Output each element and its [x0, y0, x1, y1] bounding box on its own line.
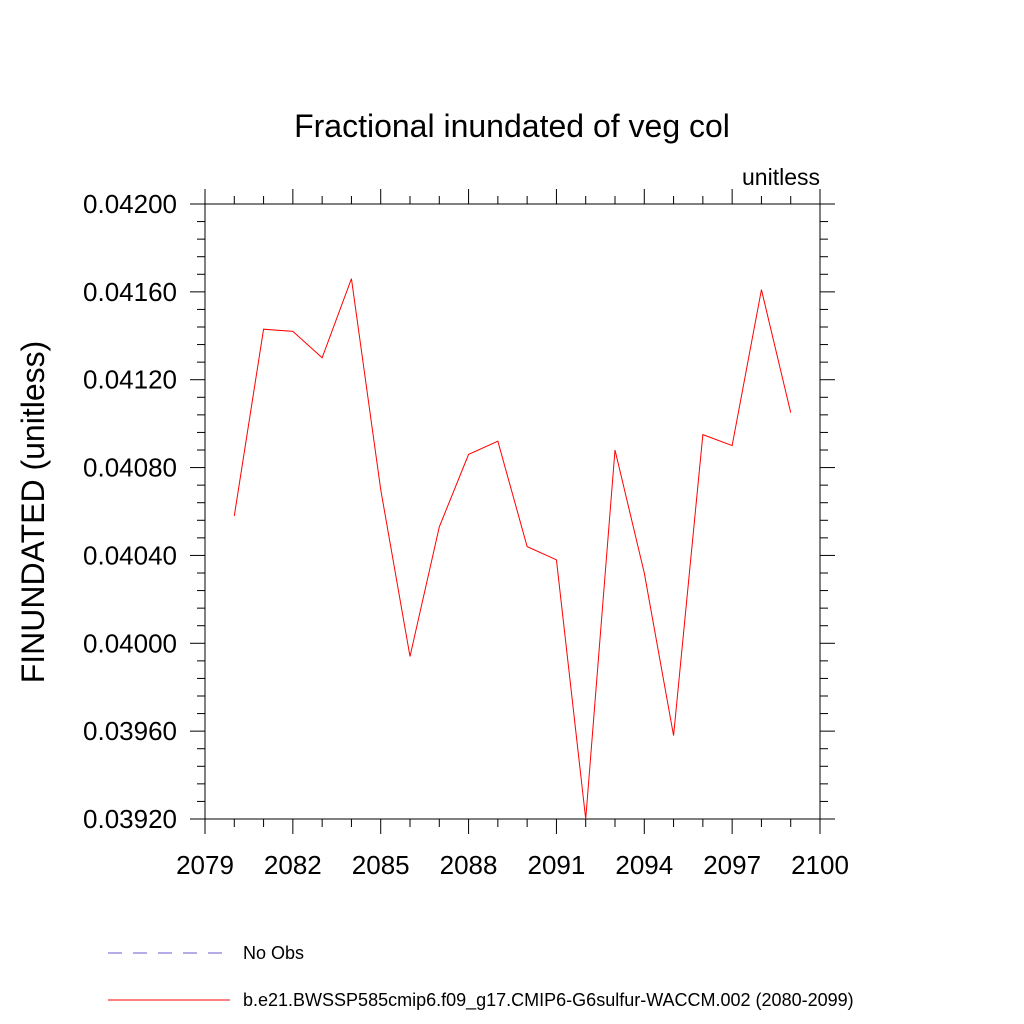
y-tick-label: 0.04040: [83, 540, 177, 570]
y-tick-label: 0.04200: [83, 189, 177, 219]
y-tick-label: 0.03920: [83, 804, 177, 834]
x-tick-label: 2085: [352, 850, 410, 880]
plot-frame: [204, 203, 821, 820]
y-tick-label: 0.04080: [83, 453, 177, 483]
x-tick-label: 2097: [703, 850, 761, 880]
x-tick-label: 2082: [264, 850, 322, 880]
y-tick-label: 0.04120: [83, 365, 177, 395]
y-tick-label: 0.04160: [83, 277, 177, 307]
x-tick-label: 2091: [528, 850, 586, 880]
axis-tick-labels: 2079 2082 2085 2088 2091 2094 2097 2100 0.03920 0…: [83, 189, 849, 880]
x-tick-label: 2088: [440, 850, 498, 880]
x-tick-label: 2079: [176, 850, 234, 880]
chart-title: Fractional inundated of veg col: [294, 108, 730, 144]
legend: No Obs b.e21.BWSSP585cmip6.f09_g17.CMIP6-…: [108, 943, 854, 1011]
series-layer: [233, 278, 792, 820]
series-line: [233, 278, 792, 820]
y-tick-label: 0.04000: [83, 628, 177, 658]
y-tick-label: 0.03960: [83, 716, 177, 746]
x-tick-label: 2100: [791, 850, 849, 880]
legend-label: b.e21.BWSSP585cmip6.f09_g17.CMIP6-G6sulf…: [243, 990, 854, 1011]
x-tick-label: 2094: [615, 850, 673, 880]
units-label: unitless: [742, 164, 820, 190]
legend-label: No Obs: [243, 943, 304, 963]
y-axis-label: FINUNDATED (unitless): [15, 341, 51, 684]
axis-ticks: [190, 189, 835, 834]
